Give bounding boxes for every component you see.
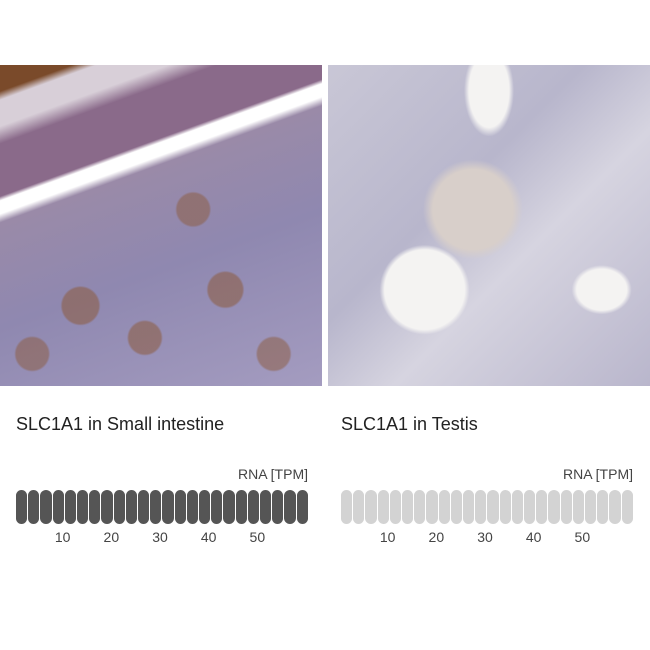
tick-label: 20: [428, 529, 445, 545]
rna-bar-segment: [389, 490, 402, 524]
rna-bar-segment: [341, 490, 353, 524]
rna-label-small-intestine: RNA [TPM]: [237, 466, 308, 482]
panel-title-testis: SLC1A1 in Testis: [341, 414, 478, 434]
rna-bar-segment: [414, 490, 426, 524]
tick-label: 20: [103, 529, 120, 545]
rna-bar-segment: [64, 490, 77, 524]
rna-bar-segment: [186, 490, 199, 524]
rna-bar-segment: [450, 490, 463, 524]
rna-bar-segment: [260, 490, 272, 524]
rna-bar-segment: [548, 490, 560, 524]
small-intestine-tissue-image: [0, 65, 322, 386]
rna-bar-segment: [272, 490, 284, 524]
rna-bar-segment: [499, 490, 511, 524]
rna-bar-segment: [524, 490, 536, 524]
rna-bar-segment: [365, 490, 377, 524]
rna-bar-segment: [511, 490, 524, 524]
rna-bar-testis: [341, 490, 633, 524]
rna-bar-segment: [377, 490, 389, 524]
rna-label-testis: RNA [TPM]: [562, 466, 633, 482]
rna-bar-segment: [585, 490, 597, 524]
tick-label: 50: [249, 529, 266, 545]
rna-bar-segment: [247, 490, 260, 524]
rna-bar-small-intestine: [16, 490, 308, 524]
rna-bar-segment: [150, 490, 162, 524]
rna-bar-segment: [353, 490, 365, 524]
rna-bar-segment: [162, 490, 174, 524]
rna-bar-segment: [621, 490, 633, 524]
panel-title-small-intestine: SLC1A1 in Small intestine: [16, 414, 225, 434]
tick-label: 30: [152, 529, 168, 545]
rna-bar-segment: [597, 490, 609, 524]
rna-bar-segment: [16, 490, 28, 524]
tick-label: 40: [200, 529, 217, 545]
rna-bar-segment: [296, 490, 308, 524]
rna-bar-segment: [52, 490, 64, 524]
tick-label: 30: [477, 529, 493, 545]
rna-bar-segment: [475, 490, 487, 524]
rna-bar-segment: [560, 490, 572, 524]
rna-bar-segment: [609, 490, 621, 524]
rna-bar-segment: [487, 490, 499, 524]
tick-label: 10: [379, 529, 396, 545]
tick-label: 10: [54, 529, 71, 545]
testis-tissue-image: [328, 65, 650, 386]
rna-bar-segment: [199, 490, 211, 524]
rna-bar-segment: [235, 490, 247, 524]
rna-bar-segment: [463, 490, 475, 524]
rna-bar-segment: [89, 490, 101, 524]
rna-bar-segment: [211, 490, 223, 524]
rna-bar-segment: [125, 490, 138, 524]
rna-bar-segment: [174, 490, 186, 524]
rna-bar-segment: [284, 490, 296, 524]
rna-bar-segment: [223, 490, 235, 524]
rna-bar-segment: [40, 490, 52, 524]
rna-bar-segment: [536, 490, 548, 524]
rna-bar-segment: [426, 490, 438, 524]
rna-bar-segment: [138, 490, 150, 524]
rna-bar-segment: [101, 490, 113, 524]
tick-label: 50: [574, 529, 591, 545]
rna-bar-segment: [113, 490, 125, 524]
rna-bar-segment: [28, 490, 40, 524]
tick-label: 40: [525, 529, 542, 545]
rna-bar-segment: [572, 490, 585, 524]
rna-bar-segment: [402, 490, 414, 524]
rna-bar-segment: [438, 490, 450, 524]
rna-bar-segment: [77, 490, 89, 524]
